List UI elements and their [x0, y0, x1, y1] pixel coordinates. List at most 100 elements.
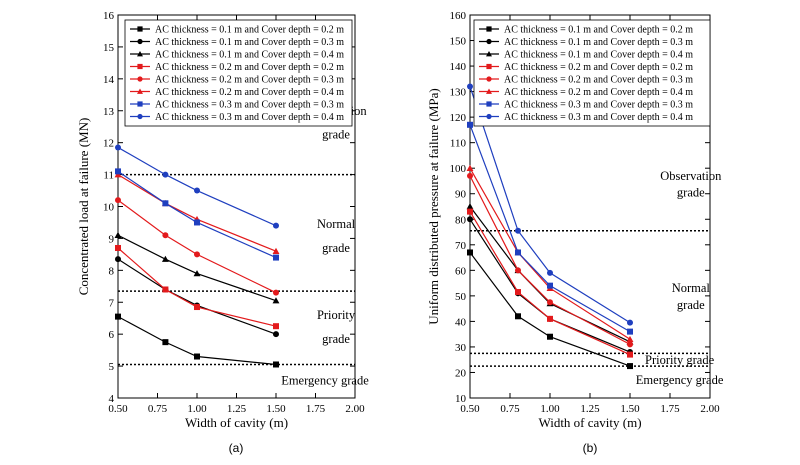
data-point [515, 249, 521, 256]
legend-marker [486, 51, 492, 57]
data-point [115, 144, 121, 151]
series-5 [115, 197, 279, 296]
y-tick-label: 50 [455, 291, 467, 303]
y-tick-label: 80 [455, 214, 467, 226]
grade-label: Emergency grade [281, 373, 369, 387]
data-point [467, 249, 473, 256]
legend-box [124, 19, 353, 127]
data-point [467, 216, 473, 223]
data-point [115, 256, 121, 263]
data-point [194, 353, 200, 360]
series-line [117, 247, 277, 327]
series-line [117, 174, 277, 252]
series-7 [115, 168, 279, 261]
data-point [547, 315, 553, 322]
data-point [273, 323, 279, 330]
series-line [469, 167, 631, 340]
grade-label: Normal [672, 281, 711, 295]
series-5 [467, 172, 633, 348]
data-point [273, 289, 279, 296]
data-point [162, 171, 169, 178]
y-tick-label: 100 [450, 163, 467, 175]
series-line [469, 211, 631, 356]
x-tick-label: 1.25 [227, 403, 247, 415]
y-tick-label: 150 [450, 36, 467, 48]
data-point [115, 244, 121, 251]
x-tick-label: 2.00 [345, 403, 365, 415]
legend-marker [137, 38, 143, 45]
series-1 [115, 313, 279, 368]
data-point [273, 254, 279, 261]
data-point [627, 328, 633, 335]
legend-entry: AC thickness = 0.3 m and Cover depth = 0… [504, 112, 693, 123]
data-point [194, 251, 200, 258]
y-tick-label: 30 [455, 342, 467, 354]
data-point [115, 168, 121, 175]
grade-label: Normal [317, 217, 356, 231]
legend-marker [137, 76, 143, 82]
y-tick-label: 10 [455, 393, 467, 405]
grade-label: Priority [317, 308, 356, 322]
legend-entry: AC thickness = 0.1 m and Cover depth = 0… [504, 25, 693, 36]
y-tick-label: 20 [455, 367, 467, 379]
series-6 [466, 164, 634, 343]
x-tick-label: 1.50 [266, 403, 286, 415]
x-tick-label: 1.00 [540, 403, 560, 415]
y-tick-label: 40 [455, 316, 467, 328]
x-tick-label: 1.25 [580, 403, 600, 415]
series-7 [467, 121, 633, 335]
data-point [114, 231, 122, 238]
legend-marker [486, 101, 492, 107]
x-tick-label: 0.50 [460, 403, 480, 415]
data-point [273, 331, 279, 338]
y-tick-label: 90 [455, 189, 467, 201]
legend-box [473, 19, 711, 127]
legend-entry: AC thickness = 0.2 m and Cover depth = 0… [155, 87, 344, 98]
legend-marker [486, 76, 492, 82]
data-point [272, 297, 280, 304]
legend-marker [486, 63, 492, 70]
series-3 [114, 231, 280, 304]
series-line [117, 258, 277, 335]
y-tick-label: 13 [103, 106, 115, 118]
data-point [162, 200, 169, 207]
legend-entry: AC thickness = 0.2 m and Cover depth = 0… [504, 62, 693, 73]
legend-marker [137, 101, 143, 107]
series-line [117, 316, 277, 366]
data-point [467, 208, 473, 215]
y-axis-label: Concentrated load at failure (MN) [76, 118, 91, 296]
data-point [162, 286, 169, 293]
y-tick-label: 8 [109, 265, 115, 277]
legend-entry: AC thickness = 0.1 m and Cover depth = 0… [155, 37, 344, 48]
y-tick-label: 6 [109, 329, 115, 341]
series-line [117, 170, 277, 259]
legend-marker [137, 88, 143, 94]
legend-entry: AC thickness = 0.1 m and Cover depth = 0… [504, 50, 693, 61]
legend-entry: AC thickness = 0.3 m and Cover depth = 0… [155, 112, 344, 123]
grade-label: grade [677, 298, 705, 312]
legend-marker [486, 26, 492, 32]
data-point [515, 267, 521, 274]
data-point [626, 335, 634, 343]
data-point [627, 351, 633, 358]
y-tick-label: 70 [455, 240, 467, 252]
data-point [273, 361, 279, 368]
x-tick-label: 0.75 [148, 403, 168, 415]
data-point [194, 304, 200, 311]
data-point [467, 172, 473, 179]
data-point [547, 282, 553, 289]
series-line [117, 146, 277, 227]
y-tick-label: 15 [103, 42, 115, 54]
legend-marker [486, 113, 492, 120]
data-point [162, 339, 169, 346]
chart-panel-a: 0.50 0.75 1.00 1.25 1.50 1.75 2.00 4 5 6 7 8 9 10 11 12… [76, 10, 369, 455]
legend-entry: AC thickness = 0.1 m and Cover depth = 0… [155, 50, 344, 61]
x-tick-label: 1.75 [306, 403, 326, 415]
panel-label: (b) [583, 441, 598, 455]
legend-entry: AC thickness = 0.2 m and Cover depth = 0… [504, 87, 693, 98]
grade-label: grade [677, 185, 705, 199]
data-point [273, 222, 279, 229]
legend: AC thickness = 0.1 m and Cover depth = 0… [124, 19, 353, 127]
y-axis-label: Uniform distributed pressure at failure … [426, 88, 441, 324]
legend-marker [137, 63, 143, 70]
